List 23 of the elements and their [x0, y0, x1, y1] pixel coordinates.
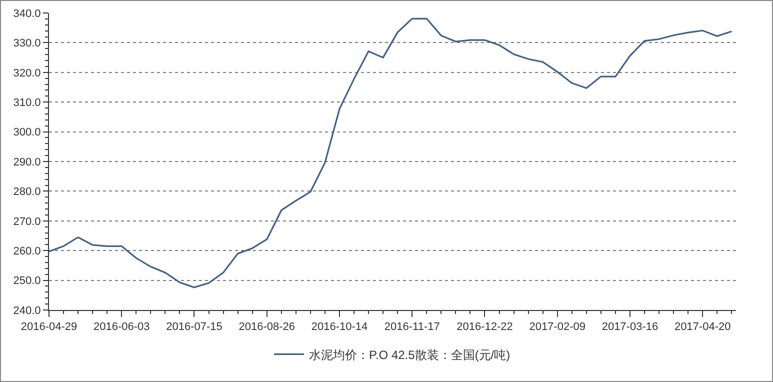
y-tick-label: 320.0	[13, 67, 41, 80]
y-tick-label: 240.0	[13, 304, 41, 317]
legend-label: 水泥均价：P.O 42.5散装：全国(元/吨)	[309, 348, 510, 362]
x-tick-label: 2016-11-17	[384, 321, 440, 334]
y-tick-label: 330.0	[13, 38, 41, 50]
x-tick-label: 2016-06-03	[93, 321, 150, 334]
y-tick-label: 270.0	[13, 216, 41, 228]
x-tick-label: 2017-03-16	[602, 321, 658, 334]
x-tick-label: 2016-07-15	[166, 321, 222, 334]
x-tick-label: 2016-12-22	[456, 321, 513, 334]
line-series	[49, 18, 732, 288]
x-tick-label: 2017-02-09	[529, 321, 586, 334]
y-tick-label: 290.0	[13, 156, 41, 168]
y-tick-label: 340.0	[13, 8, 41, 20]
y-tick-label: 260.0	[13, 245, 41, 258]
x-tick-label: 2016-08-26	[238, 321, 295, 334]
y-tick-label: 280.0	[13, 186, 41, 198]
x-tick-label: 2016-04-29	[20, 321, 78, 334]
x-tick-label: 2017-04-20	[674, 321, 731, 334]
y-tick-label: 250.0	[13, 275, 41, 288]
y-tick-label: 310.0	[13, 96, 41, 109]
x-tick-label: 2016-10-14	[311, 321, 368, 334]
y-tick-label: 300.0	[13, 126, 41, 139]
